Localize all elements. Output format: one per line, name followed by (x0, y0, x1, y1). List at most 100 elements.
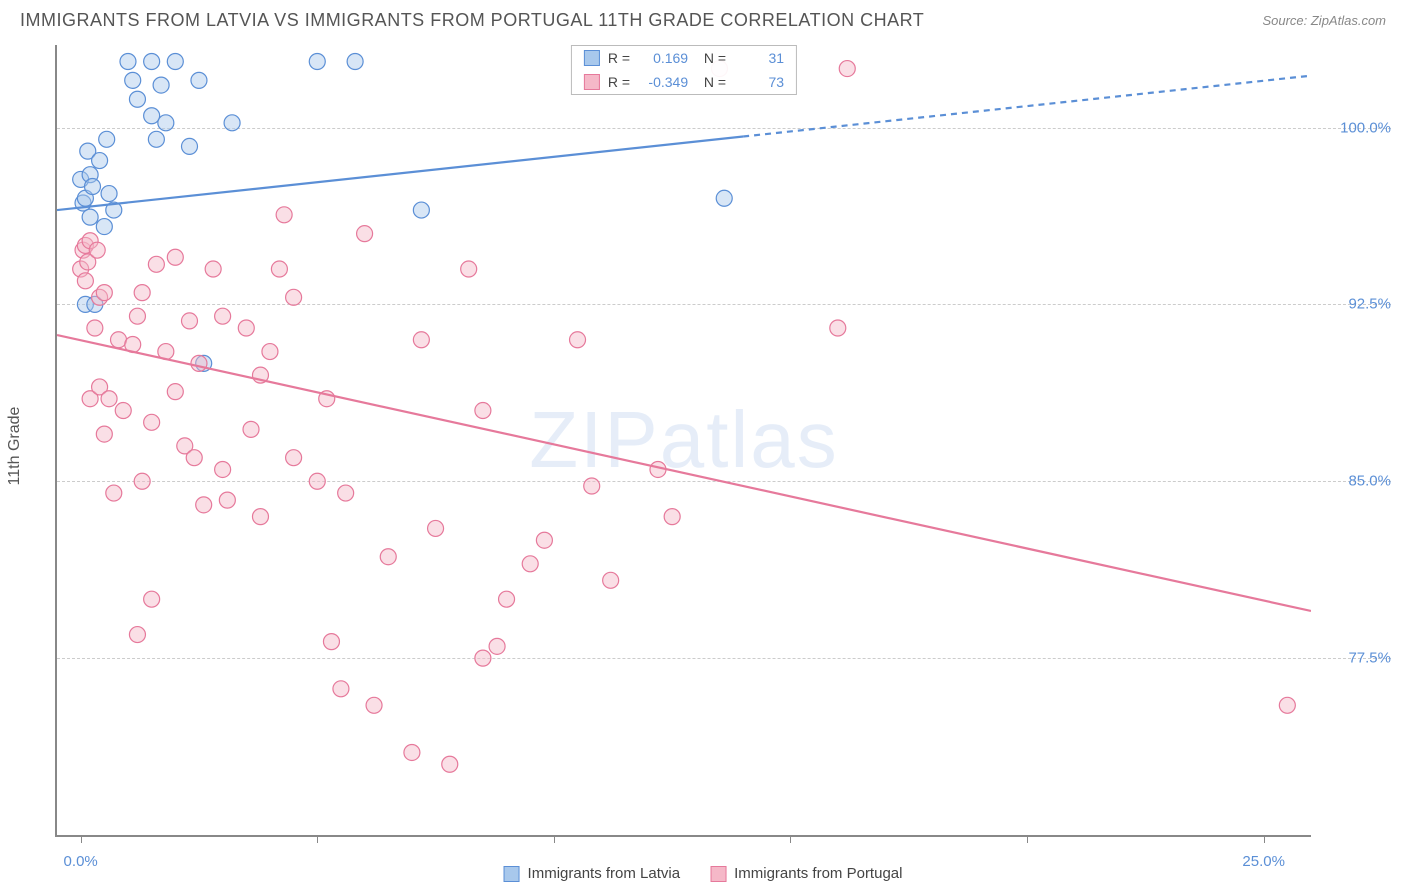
chart-title: IMMIGRANTS FROM LATVIA VS IMMIGRANTS FRO… (20, 10, 924, 31)
data-point-portugal (219, 492, 235, 508)
x-tick (790, 835, 791, 843)
data-point-portugal (276, 207, 292, 223)
x-tick (554, 835, 555, 843)
y-tick-label: 92.5% (1321, 296, 1391, 313)
data-point-portugal (111, 332, 127, 348)
n-value-latvia: 31 (734, 50, 784, 66)
data-point-portugal (380, 549, 396, 565)
data-point-portugal (475, 403, 491, 419)
r-label: R = (608, 50, 630, 66)
data-point-latvia (125, 72, 141, 88)
data-point-portugal (404, 744, 420, 760)
data-point-portugal (144, 591, 160, 607)
y-tick-label: 100.0% (1321, 119, 1391, 136)
r-value-latvia: 0.169 (638, 50, 688, 66)
data-point-latvia (96, 219, 112, 235)
data-point-portugal (1279, 697, 1295, 713)
data-point-latvia (158, 115, 174, 131)
data-point-portugal (338, 485, 354, 501)
data-point-portugal (286, 450, 302, 466)
chart-source: Source: ZipAtlas.com (1262, 13, 1386, 28)
data-point-portugal (262, 344, 278, 360)
data-point-portugal (309, 473, 325, 489)
x-tick (317, 835, 318, 843)
data-point-latvia (224, 115, 240, 131)
data-point-portugal (129, 627, 145, 643)
data-point-portugal (475, 650, 491, 666)
data-point-latvia (167, 54, 183, 70)
data-point-portugal (413, 332, 429, 348)
data-point-portugal (238, 320, 254, 336)
data-point-portugal (196, 497, 212, 513)
data-point-latvia (82, 209, 98, 225)
data-point-portugal (186, 450, 202, 466)
data-point-portugal (87, 320, 103, 336)
data-point-portugal (489, 638, 505, 654)
data-point-latvia (144, 54, 160, 70)
scatter-plot-svg (57, 45, 1311, 835)
data-point-portugal (570, 332, 586, 348)
data-point-portugal (584, 478, 600, 494)
data-point-latvia (309, 54, 325, 70)
x-tick (81, 835, 82, 843)
data-point-portugal (271, 261, 287, 277)
data-point-portugal (167, 249, 183, 265)
data-point-portugal (96, 285, 112, 301)
data-point-portugal (830, 320, 846, 336)
data-point-portugal (148, 256, 164, 272)
data-point-portugal (428, 520, 444, 536)
data-point-portugal (215, 461, 231, 477)
legend-row-latvia: R = 0.169 N = 31 (572, 46, 796, 70)
r-value-portugal: -0.349 (638, 74, 688, 90)
data-point-portugal (77, 273, 93, 289)
data-point-portugal (106, 485, 122, 501)
data-point-portugal (89, 242, 105, 258)
series-legend: Immigrants from Latvia Immigrants from P… (504, 865, 903, 882)
trendline-dashed-latvia (743, 76, 1311, 137)
data-point-portugal (129, 308, 145, 324)
data-point-portugal (323, 634, 339, 650)
legend-item-portugal: Immigrants from Portugal (710, 865, 902, 882)
data-point-portugal (286, 289, 302, 305)
data-point-portugal (181, 313, 197, 329)
n-label: N = (696, 74, 726, 90)
legend-label-latvia: Immigrants from Latvia (528, 865, 681, 882)
n-label: N = (696, 50, 726, 66)
data-point-portugal (603, 572, 619, 588)
data-point-latvia (129, 91, 145, 107)
data-point-portugal (522, 556, 538, 572)
data-point-latvia (148, 131, 164, 147)
data-point-portugal (215, 308, 231, 324)
data-point-portugal (134, 285, 150, 301)
data-point-latvia (144, 108, 160, 124)
data-point-portugal (461, 261, 477, 277)
x-tick-label: 0.0% (64, 853, 98, 870)
plot-area: ZIPatlas R = 0.169 N = 31 R = -0.349 N =… (55, 45, 1311, 837)
data-point-portugal (664, 509, 680, 525)
data-point-portugal (442, 756, 458, 772)
data-point-latvia (101, 186, 117, 202)
data-point-portugal (536, 532, 552, 548)
data-point-latvia (92, 153, 108, 169)
x-tick (1264, 835, 1265, 843)
n-value-portugal: 73 (734, 74, 784, 90)
data-point-portugal (839, 61, 855, 77)
swatch-latvia (504, 866, 520, 882)
data-point-portugal (252, 509, 268, 525)
data-point-portugal (191, 355, 207, 371)
data-point-portugal (167, 384, 183, 400)
data-point-latvia (716, 190, 732, 206)
data-point-portugal (96, 426, 112, 442)
data-point-portugal (357, 226, 373, 242)
data-point-portugal (243, 421, 259, 437)
data-point-portugal (115, 403, 131, 419)
swatch-portugal (584, 74, 600, 90)
swatch-portugal (710, 866, 726, 882)
data-point-latvia (84, 178, 100, 194)
x-tick (1027, 835, 1028, 843)
y-tick-label: 85.0% (1321, 473, 1391, 490)
legend-row-portugal: R = -0.349 N = 73 (572, 70, 796, 94)
y-tick-label: 77.5% (1321, 650, 1391, 667)
data-point-latvia (99, 131, 115, 147)
swatch-latvia (584, 50, 600, 66)
